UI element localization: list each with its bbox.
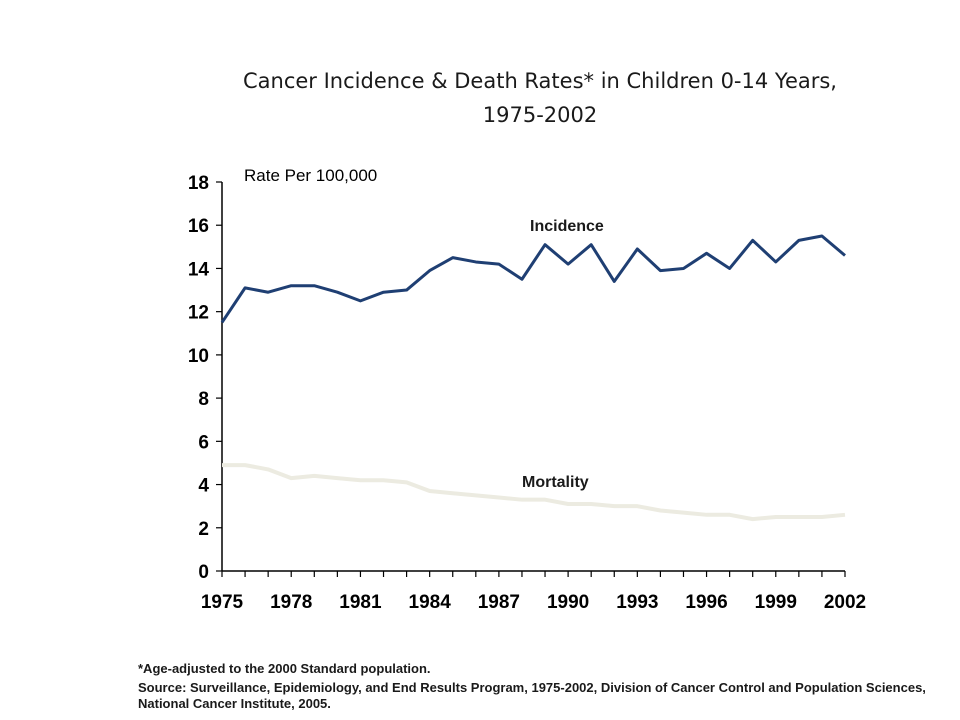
x-tick-label: 1978 [270,592,312,613]
series-label-incidence: Incidence [530,218,604,235]
series-label-mortality: Mortality [522,474,589,491]
series-line-mortality [222,463,846,522]
y-tick-label: 6 [198,432,209,453]
chart-title: Cancer Incidence & Death Rates* in Child… [140,64,940,132]
footnote: *Age-adjusted to the 2000 Standard popul… [138,661,938,712]
y-tick-label: 12 [188,303,209,324]
x-tick-label: 1990 [547,592,589,613]
x-tick-label: 1993 [616,592,658,613]
y-tick-label: 16 [188,216,209,237]
footnote-source: Source: Surveillance, Epidemiology, and … [138,680,926,711]
chart-title-line1: Cancer Incidence & Death Rates* in Child… [243,69,837,93]
y-tick-label: 2 [198,519,209,540]
y-tick-label: 18 [188,173,209,194]
x-tick-label: 1975 [201,592,244,613]
y-tick-label: 8 [198,389,209,410]
labels-group: Rate Per 100,000 Incidence Mortality [244,166,604,491]
x-tick-label: 1984 [409,592,452,613]
x-tick-label: 1987 [478,592,520,613]
x-tick-label: 2002 [824,592,866,613]
y-tick-label: 10 [188,346,209,367]
x-tick-label: 1999 [755,592,797,613]
axes: 0 2 4 6 8 10 12 14 16 18 1975 1978 1981 1984 1987 1990 1… [188,173,866,613]
series-group [220,234,846,522]
y-tick-label: 4 [198,476,209,497]
chart-title-line2: 1975-2002 [482,103,598,127]
y-tick-label: 14 [188,259,210,280]
x-tick-label: 1996 [685,592,727,613]
x-tick-label: 1981 [339,592,382,613]
y-tick-label: 0 [198,562,209,583]
series-line-incidence [220,234,846,324]
y-axis-label: Rate Per 100,000 [244,166,377,185]
footnote-age-adjusted: *Age-adjusted to the 2000 Standard popul… [138,661,431,676]
